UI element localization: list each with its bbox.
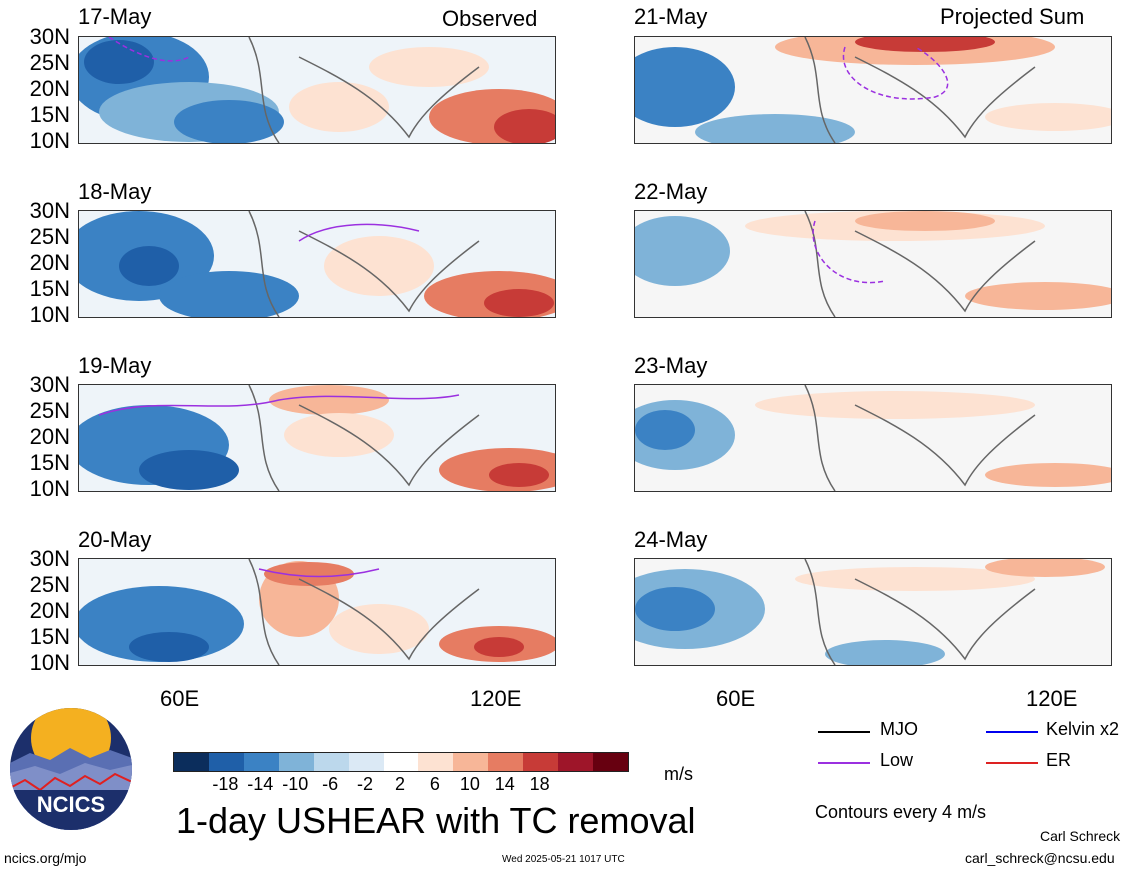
lat-label: 10N (29, 476, 70, 501)
map-panel-projected-1 (634, 36, 1112, 144)
colorbar-tick-label: -6 (322, 774, 339, 794)
lat-label: 30N (29, 372, 70, 397)
map-panel-projected-3 (634, 384, 1112, 492)
logo-text: NCICS (36, 792, 106, 817)
footer-email[interactable]: carl_schreck@ncsu.edu (965, 850, 1115, 866)
colorbar-tick-label: -10 (282, 774, 309, 794)
lat-label: 20N (29, 424, 70, 449)
lon-label-120e-left: 120E (470, 686, 522, 711)
lon-label-60e-left: 60E (160, 686, 200, 711)
shear-field-map (635, 559, 1111, 665)
lat-label: 30N (29, 546, 70, 571)
colorbar-tick-label: -14 (247, 774, 274, 794)
figure-title: 1-day USHEAR with TC removal (176, 800, 696, 841)
footer-timestamp: Wed 2025-05-21 1017 UTC (502, 854, 625, 865)
colorbar-tick-label: 18 (529, 774, 550, 794)
panel-date-22: 22-May (634, 179, 708, 204)
lon-label-60e-right: 60E (716, 686, 756, 711)
panel-date-17: 17-May (78, 4, 152, 29)
panel-date-21: 21-May (634, 4, 708, 29)
map-panel-observed-3 (78, 384, 556, 492)
projected-label: Projected Sum (940, 4, 1085, 29)
shear-field-map (635, 37, 1111, 143)
shear-field-map (635, 385, 1111, 491)
colorbar-cell (593, 753, 629, 771)
lon-label-120e-right: 120E (1026, 686, 1078, 711)
legend-swatch-low (818, 762, 870, 764)
contour-legend: MJO Kelvin x2 Low ER (818, 719, 1128, 779)
lat-label: 30N (29, 24, 70, 49)
colorbar-tick-label: 2 (394, 774, 405, 794)
colorbar (173, 752, 629, 772)
map-panel-observed-1 (78, 36, 556, 144)
colorbar-tick-label: 6 (429, 774, 440, 794)
shear-field-map (79, 211, 555, 317)
contour-interval-note: Contours every 4 m/s (815, 802, 987, 822)
lat-label: 25N (29, 572, 70, 597)
shear-field-map (79, 37, 555, 143)
map-panel-projected-4 (634, 558, 1112, 666)
lat-label: 15N (29, 102, 70, 127)
lat-label: 20N (29, 598, 70, 623)
legend-label-mjo: MJO (880, 719, 918, 739)
colorbar-ticks: -18 -14 -10 -6 -2 2 6 10 14 18 (173, 752, 627, 794)
legend-swatch-er (986, 762, 1038, 764)
panel-date-24: 24-May (634, 527, 708, 552)
map-panel-observed-2 (78, 210, 556, 318)
legend-swatch-mjo (818, 731, 870, 733)
legend-label-low: Low (880, 750, 914, 770)
legend-swatch-kelvin (986, 731, 1038, 733)
lat-label: 30N (29, 198, 70, 223)
lat-label: 25N (29, 398, 70, 423)
lat-label: 10N (29, 650, 70, 675)
lat-label: 15N (29, 450, 70, 475)
panel-date-20: 20-May (78, 527, 152, 552)
footer-url[interactable]: ncics.org/mjo (4, 850, 87, 866)
legend-label-kelvin: Kelvin x2 (1046, 719, 1120, 739)
ncics-logo: NCICS (10, 708, 132, 830)
map-panel-projected-2 (634, 210, 1112, 318)
shear-field-map (79, 559, 555, 665)
footer-author: Carl Schreck (1040, 828, 1121, 844)
panel-date-23: 23-May (634, 353, 708, 378)
lat-label: 15N (29, 624, 70, 649)
colorbar-tick-label: 10 (459, 774, 480, 794)
colorbar-tick-label: 14 (494, 774, 515, 794)
observed-label: Observed (442, 6, 538, 31)
shear-field-map (79, 385, 555, 491)
panel-date-18: 18-May (78, 179, 152, 204)
colorbar-tick-label: -18 (212, 774, 239, 794)
colorbar-unit: m/s (664, 764, 693, 784)
lat-label: 15N (29, 276, 70, 301)
lat-label: 10N (29, 128, 70, 153)
lat-label: 10N (29, 302, 70, 327)
map-panel-observed-4 (78, 558, 556, 666)
lat-label: 20N (29, 250, 70, 275)
panel-date-19: 19-May (78, 353, 152, 378)
lat-label: 20N (29, 76, 70, 101)
shear-field-map (635, 211, 1111, 317)
colorbar-tick-label: -2 (357, 774, 374, 794)
lat-label: 25N (29, 50, 70, 75)
lat-label: 25N (29, 224, 70, 249)
legend-label-er: ER (1046, 750, 1072, 770)
